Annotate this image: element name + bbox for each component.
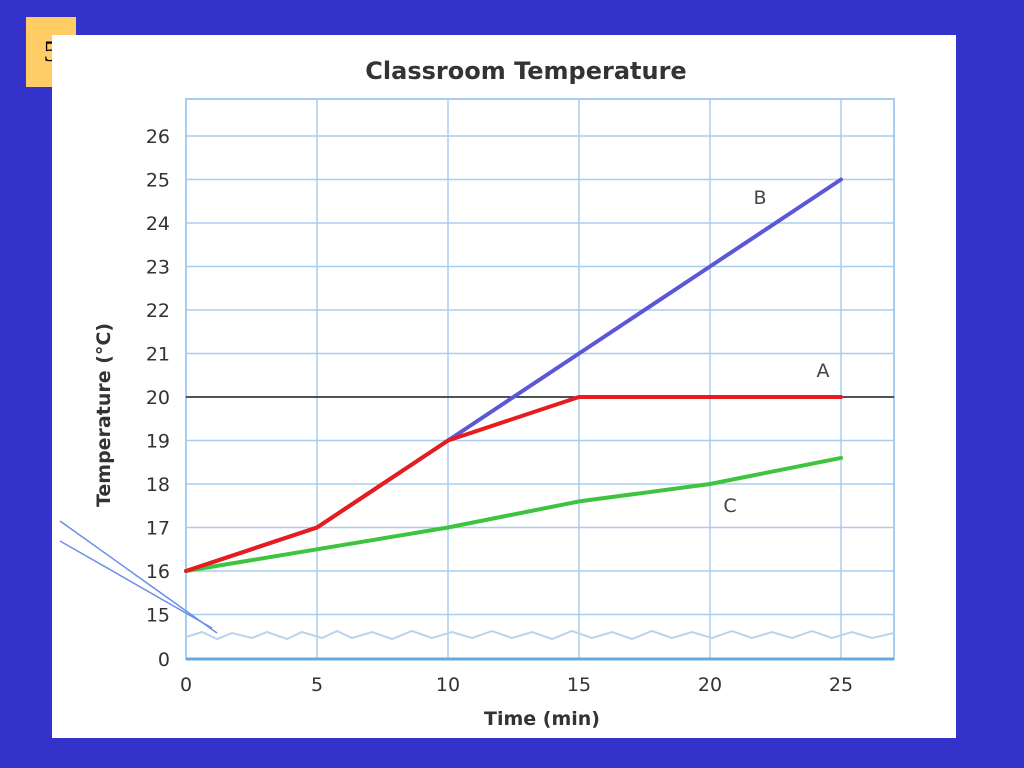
y-tick-label: 24 (146, 213, 170, 235)
chart-title: Classroom Temperature (365, 57, 686, 85)
y-tick-label: 25 (146, 170, 170, 192)
axis-break (59, 520, 895, 641)
series-label-b: B (753, 187, 766, 209)
y-tick-labels: 0 15 16 17 18 19 20 21 22 23 24 25 26 (146, 126, 170, 671)
x-axis-label: Time (min) (484, 708, 600, 730)
x-tick-label: 25 (829, 674, 853, 696)
x-tick-label: 5 (311, 674, 323, 696)
axis-break-slash (59, 520, 218, 634)
series-labels: A B C (723, 187, 829, 517)
y-tick-label: 26 (146, 126, 170, 148)
y-tick-label: 16 (146, 561, 170, 583)
line-chart: 0 5 10 15 20 25 0 15 16 17 18 19 20 21 22 23 24 25 26 A B C… (59, 57, 895, 730)
y-tick-label: 23 (146, 257, 170, 279)
chart-panel: 0 5 10 15 20 25 0 15 16 17 18 19 20 21 22 23 24 25 26 A B C… (52, 35, 956, 738)
y-tick-label: 22 (146, 300, 170, 322)
axis-break-squiggle (185, 629, 895, 641)
y-tick-label: 15 (146, 605, 170, 627)
axis-break-slash (59, 540, 213, 629)
series-line-a (184, 395, 843, 573)
series-line-b (184, 177, 843, 573)
x-tick-label: 15 (567, 674, 591, 696)
series-line-c (184, 455, 843, 573)
y-tick-label: 19 (146, 431, 170, 453)
series-lines (184, 177, 843, 573)
y-tick-label: 20 (146, 387, 170, 409)
y-tick-label: 17 (146, 518, 170, 540)
x-tick-label: 0 (180, 674, 192, 696)
y-axis-label: Temperature (°C) (93, 323, 115, 507)
x-tick-label: 20 (698, 674, 722, 696)
y-tick-label: 18 (146, 474, 170, 496)
x-tick-labels: 0 5 10 15 20 25 (180, 674, 853, 696)
x-tick-label: 10 (436, 674, 460, 696)
series-label-a: A (817, 360, 830, 382)
series-label-c: C (723, 495, 736, 517)
y-tick-label: 21 (146, 344, 170, 366)
y-tick-label: 0 (158, 649, 170, 671)
